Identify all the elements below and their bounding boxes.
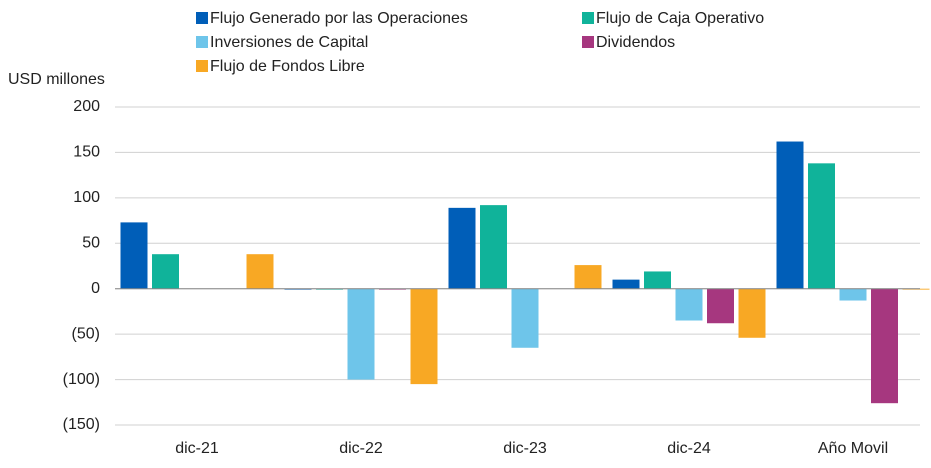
bar — [410, 288, 438, 385]
y-axis-label: USD millones — [8, 71, 105, 88]
x-tick-label: dic-23 — [503, 440, 547, 457]
legend-label: Flujo de Fondos Libre — [210, 58, 365, 75]
bar — [808, 163, 835, 289]
y-tick-label: (150) — [63, 416, 100, 433]
bar — [738, 288, 766, 338]
legend-label: Inversiones de Capital — [210, 34, 368, 51]
bar — [675, 288, 703, 321]
legend-swatch — [582, 12, 594, 24]
x-tick-label: dic-21 — [175, 440, 219, 457]
bar — [511, 288, 539, 348]
bar — [246, 254, 274, 289]
legend-label: Flujo Generado por las Operaciones — [210, 10, 468, 27]
bar — [612, 279, 640, 289]
bar — [448, 207, 476, 289]
legend-label: Flujo de Caja Operativo — [596, 10, 764, 27]
bar — [152, 254, 179, 289]
bar — [776, 141, 804, 289]
bar — [574, 265, 602, 289]
y-tick-label: (50) — [72, 325, 100, 342]
y-tick-label: 150 — [73, 144, 100, 161]
bar — [480, 205, 507, 289]
bar — [707, 288, 734, 324]
x-tick-label: dic-22 — [339, 440, 383, 457]
y-tick-label: 0 — [91, 280, 100, 297]
legend-label: Dividendos — [596, 34, 675, 51]
y-tick-label: 200 — [73, 98, 100, 115]
y-tick-label: 50 — [82, 235, 100, 252]
bar — [347, 288, 375, 380]
y-tick-label: (100) — [63, 371, 100, 388]
bar — [120, 222, 148, 289]
x-tick-label: dic-24 — [667, 440, 711, 457]
y-tick-label: 100 — [73, 189, 100, 206]
legend-swatch — [582, 36, 594, 48]
bar — [839, 288, 867, 301]
legend-swatch — [196, 36, 208, 48]
bar — [871, 288, 898, 404]
legend-swatch — [196, 12, 208, 24]
x-tick-label: Año Movil — [818, 440, 888, 457]
legend-swatch — [196, 60, 208, 72]
bar — [644, 271, 671, 289]
